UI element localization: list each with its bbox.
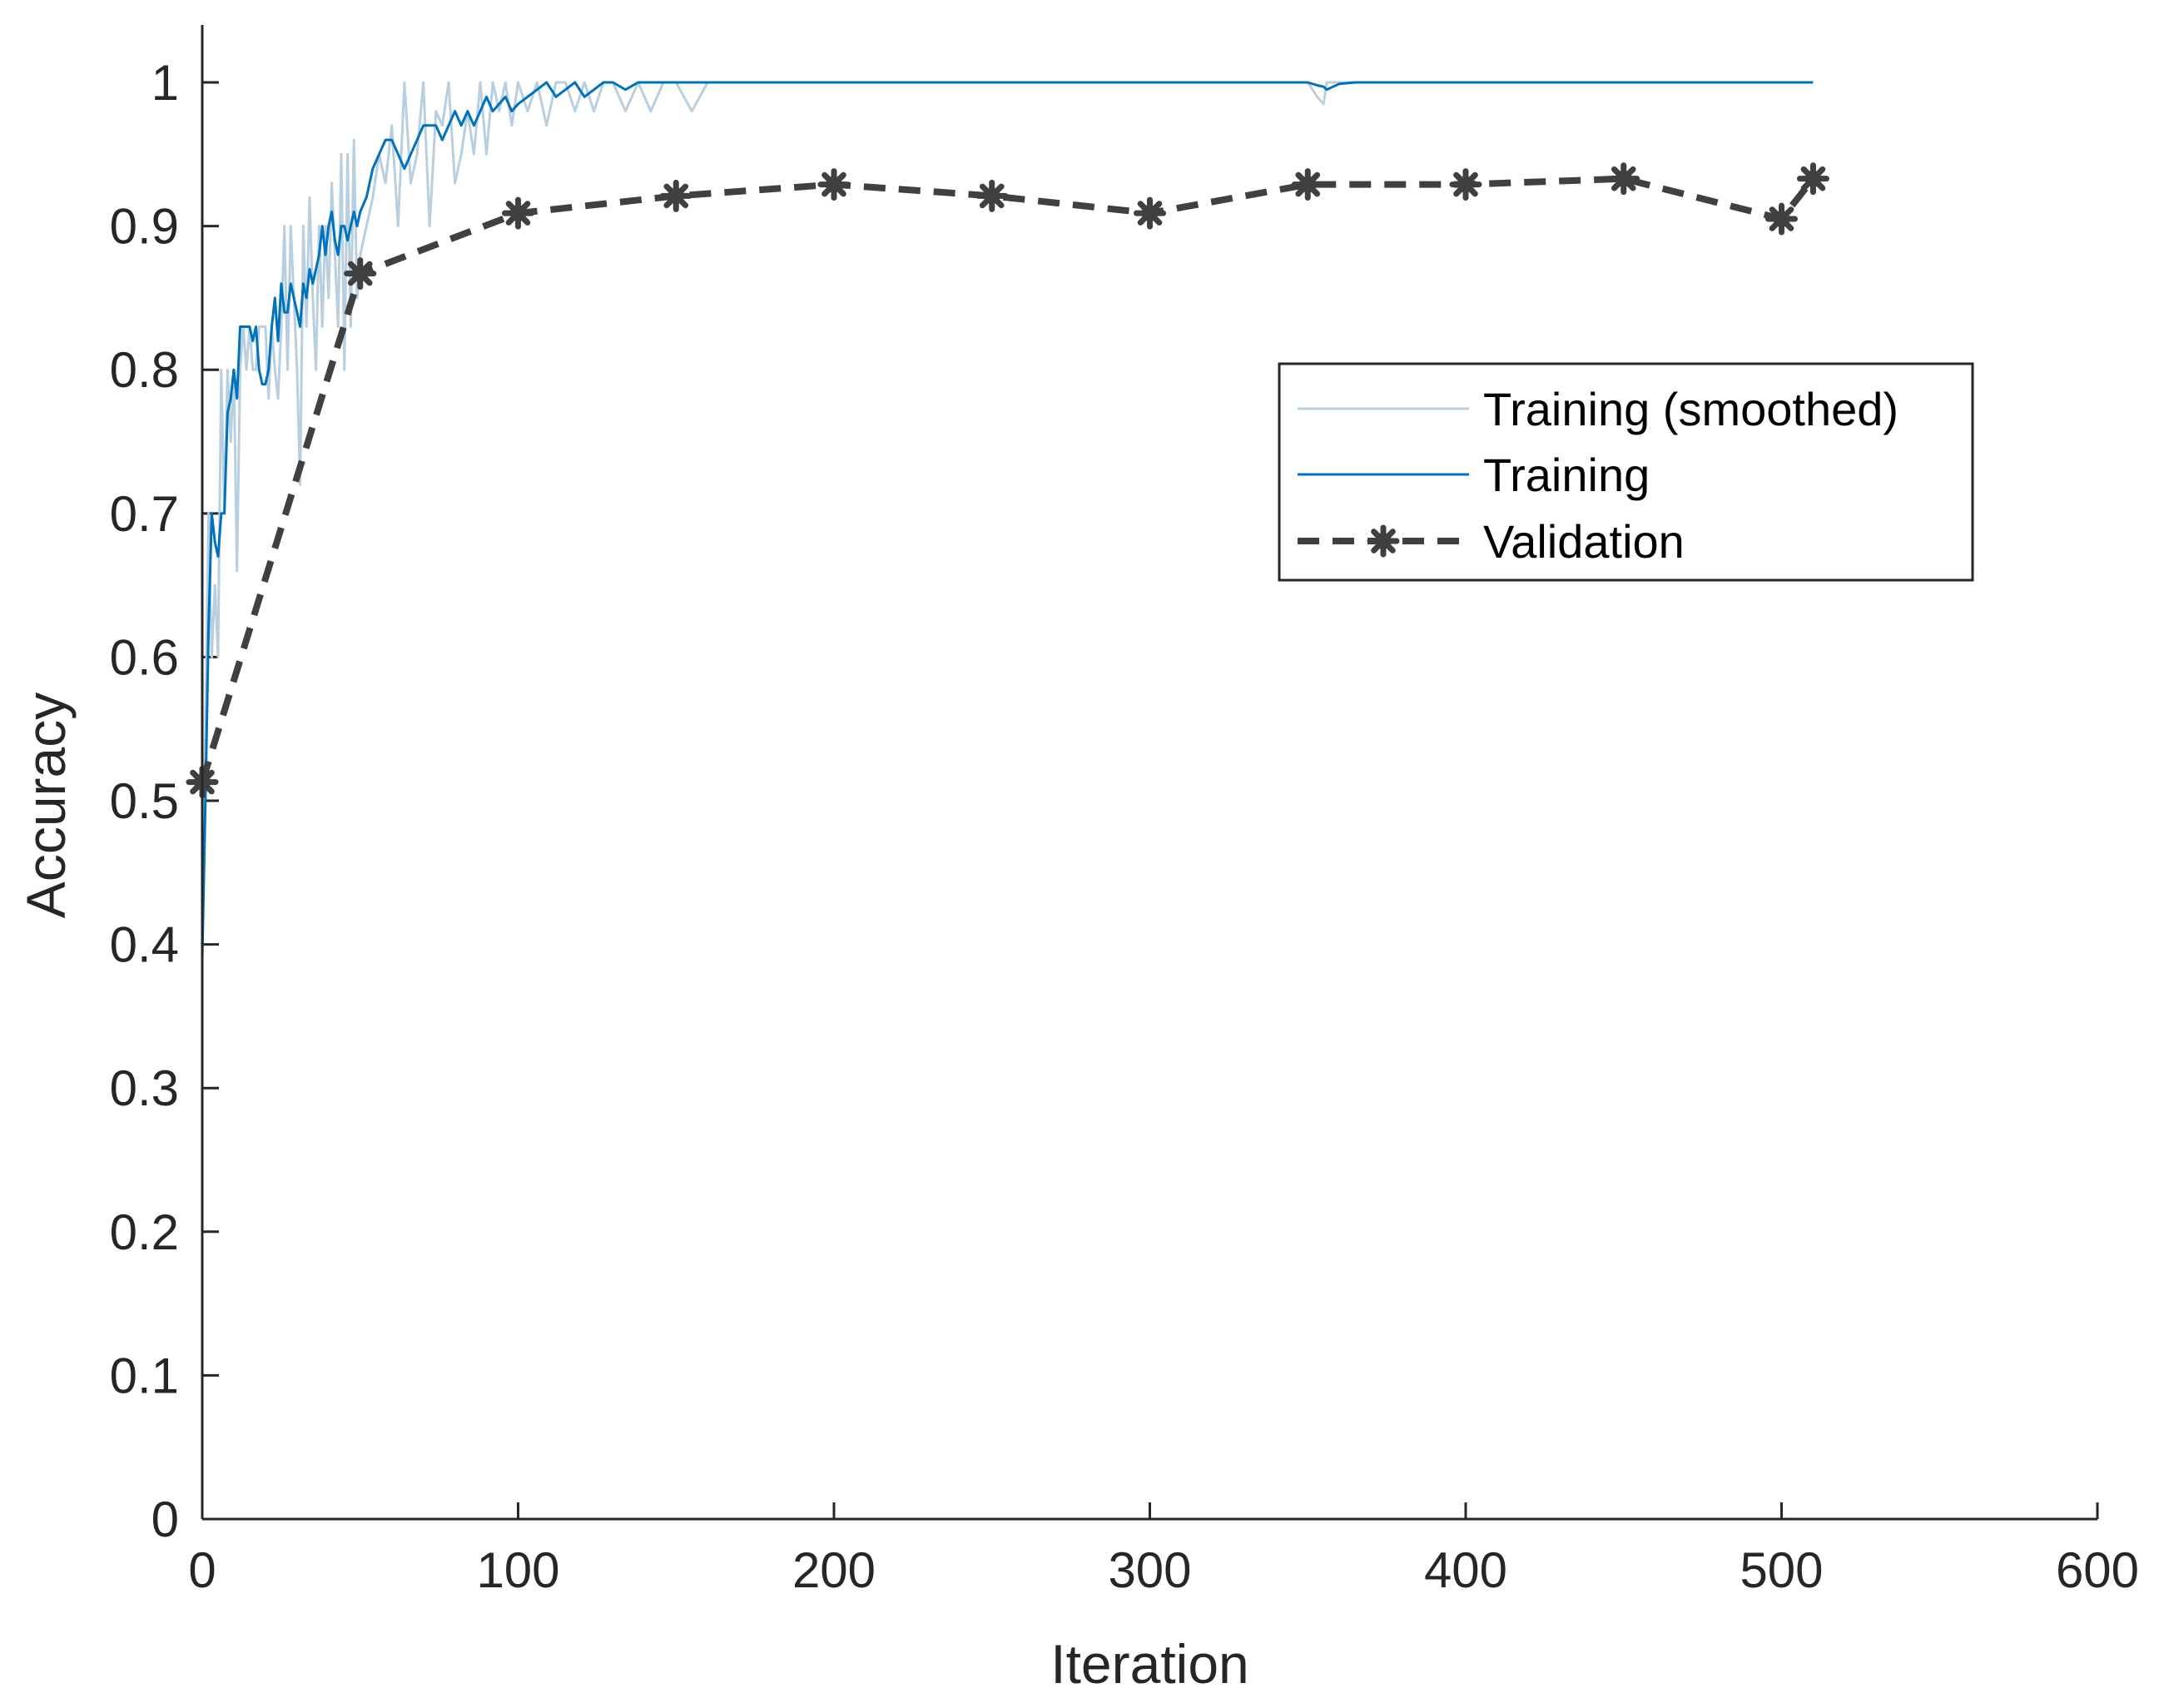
validation-point (502, 196, 534, 230)
x-tick-label: 500 (1740, 1542, 1823, 1598)
validation-point (1607, 162, 1640, 196)
validation-point (1134, 196, 1166, 230)
y-tick-label: 0 (151, 1492, 179, 1547)
y-tick-label: 0.3 (110, 1060, 179, 1116)
y-tick-label: 0.9 (110, 199, 179, 255)
x-axis-ticks: 0 100 200 300 400 500 600 (188, 1502, 2139, 1598)
y-tick-label: 0.5 (110, 773, 179, 829)
y-tick-label: 0.7 (110, 486, 179, 542)
validation-point (1765, 202, 1798, 236)
y-tick-label: 0.2 (110, 1204, 179, 1260)
y-tick-label: 0.8 (110, 342, 179, 398)
legend-label-validation: Validation (1483, 515, 1685, 568)
y-axis-title: Accuracy (15, 693, 77, 918)
series-layer (186, 81, 1829, 959)
chart-legend: Training (smoothed) Training Validation (1278, 362, 1974, 582)
y-tick-label: 0.4 (110, 917, 179, 973)
y-tick-label: 0.6 (110, 629, 179, 685)
y-tick-label: 0.1 (110, 1348, 179, 1403)
validation-point (1291, 168, 1324, 201)
legend-label-training: Training (1483, 449, 1650, 501)
x-tick-label: 200 (792, 1542, 876, 1598)
x-tick-label: 600 (2056, 1542, 2139, 1598)
series-line-validation (199, 175, 1816, 783)
validation-point (817, 168, 851, 201)
legend-box (1278, 362, 1974, 582)
x-tick-label: 400 (1424, 1542, 1507, 1598)
validation-point (659, 179, 692, 212)
x-tick-label: 100 (476, 1542, 559, 1598)
validation-point (975, 179, 1009, 212)
y-axis-ticks: 0 0.1 0.2 0.3 0.4 0.5 0.6 0.7 0.8 0.9 1 (110, 55, 219, 1547)
x-tick-label: 300 (1108, 1542, 1191, 1598)
legend-label-training-smoothed: Training (smoothed) (1483, 383, 1898, 435)
validation-point (344, 257, 377, 290)
y-tick-label: 1 (151, 55, 179, 111)
legend-asterisk-icon (1367, 524, 1400, 558)
legend-marker-validation (1367, 524, 1400, 558)
x-tick-label: 0 (188, 1542, 216, 1598)
validation-point (1449, 168, 1482, 201)
x-axis-title: Iteration (1050, 1633, 1248, 1695)
validation-point (1796, 162, 1829, 196)
series-line-training (201, 81, 1814, 959)
